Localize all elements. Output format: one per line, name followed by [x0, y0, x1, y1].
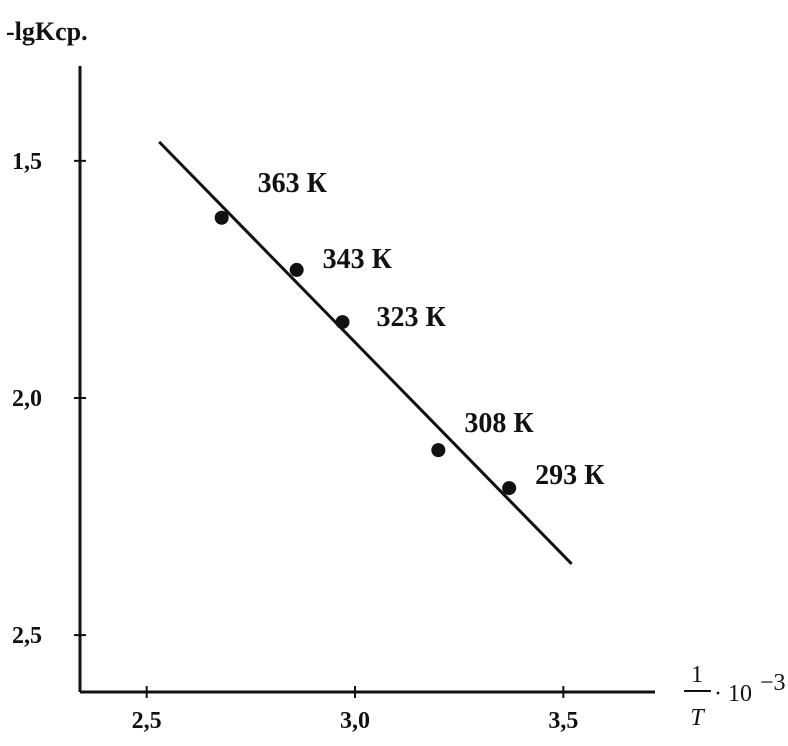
- x-axis-label: 1 T · 10 −3: [684, 662, 786, 731]
- x-tick-label: 3,5: [548, 708, 578, 734]
- y-tick-label: 2,5: [12, 623, 42, 649]
- y-tick-label: 2,0: [12, 386, 42, 412]
- data-point-label: 363 К: [258, 168, 328, 199]
- x-axis-label-exponent: −3: [760, 670, 786, 696]
- data-point: [214, 210, 229, 225]
- data-point-label: 293 К: [535, 460, 605, 491]
- y-axis-label: -lgKcp.: [6, 17, 88, 46]
- data-point: [431, 443, 446, 458]
- x-axis-label-denominator: T: [690, 705, 705, 731]
- data-point: [335, 315, 350, 330]
- x-axis-label-factor: · 10: [714, 681, 752, 707]
- data-point-label: 343 К: [323, 244, 393, 275]
- y-tick-label: 1,5: [12, 149, 42, 175]
- data-point-label: 323 К: [377, 302, 447, 333]
- x-tick-label: 2,5: [132, 708, 162, 734]
- x-tick-label: 3,0: [340, 708, 370, 734]
- data-point: [502, 481, 517, 496]
- chart-marks: 2,5 3,0 3,5 1,5 2,0 2,5 363 К 343 К 323 К 308 К29…: [12, 140, 605, 734]
- data-point: [289, 262, 304, 277]
- data-point-label: 308 К: [464, 408, 534, 439]
- x-axis-label-numerator: 1: [691, 662, 703, 688]
- regression-line: [158, 140, 573, 566]
